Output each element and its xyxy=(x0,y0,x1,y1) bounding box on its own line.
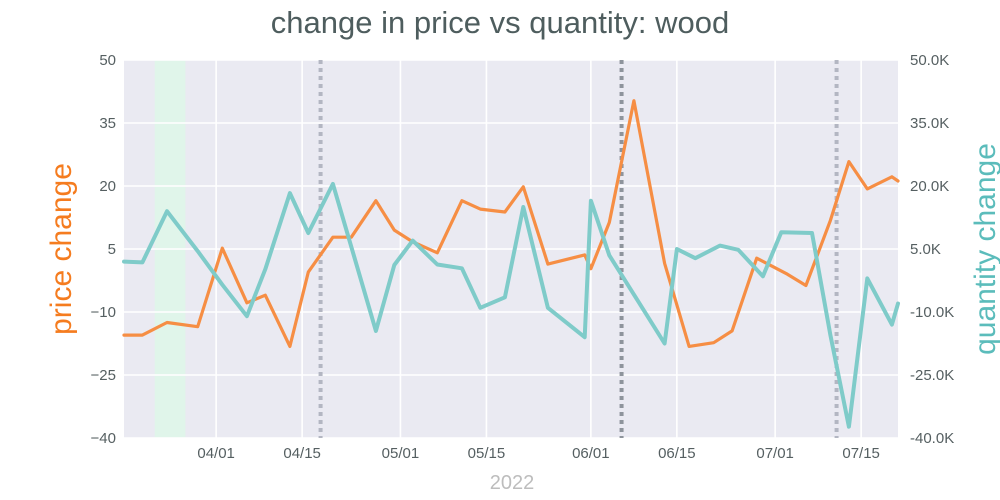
chart-title: change in price vs quantity: wood xyxy=(271,5,729,40)
right-tick-label: 35.0K xyxy=(910,115,949,132)
x-axis-label: 2022 xyxy=(490,472,535,494)
left-axis-label: price change xyxy=(45,163,78,335)
right-tick-label: -40.0K xyxy=(910,430,954,447)
left-axis-ticks: 50 35 20 5 −10 −25 −40 xyxy=(91,52,116,447)
x-tick-label: 07/01 xyxy=(756,445,794,462)
right-tick-label: 20.0K xyxy=(910,178,949,195)
left-tick-label: 20 xyxy=(99,178,116,195)
left-tick-label: 50 xyxy=(99,52,116,69)
x-tick-label: 06/01 xyxy=(572,445,610,462)
right-tick-label: 5.0K xyxy=(910,241,941,258)
right-axis-ticks: 50.0K 35.0K 20.0K 5.0K -10.0K -25.0K -40.0K xyxy=(910,52,954,447)
right-axis-label: quantity change xyxy=(969,143,1000,355)
left-tick-label: 5 xyxy=(108,241,116,258)
right-tick-label: -25.0K xyxy=(910,367,954,384)
x-tick-label: 06/15 xyxy=(658,445,696,462)
x-axis-ticks: 04/01 04/15 05/01 05/15 06/01 06/15 07/01 07/15 xyxy=(197,445,880,462)
right-tick-label: -10.0K xyxy=(910,304,954,321)
x-tick-label: 07/15 xyxy=(842,445,880,462)
left-tick-label: 35 xyxy=(99,115,116,132)
x-tick-label: 05/01 xyxy=(382,445,420,462)
left-tick-label: −10 xyxy=(91,304,116,321)
x-tick-label: 05/15 xyxy=(468,445,506,462)
left-tick-label: −25 xyxy=(91,367,116,384)
x-tick-label: 04/01 xyxy=(197,445,235,462)
x-tick-label: 04/15 xyxy=(283,445,321,462)
right-tick-label: 50.0K xyxy=(910,52,949,69)
left-tick-label: −40 xyxy=(91,430,116,447)
